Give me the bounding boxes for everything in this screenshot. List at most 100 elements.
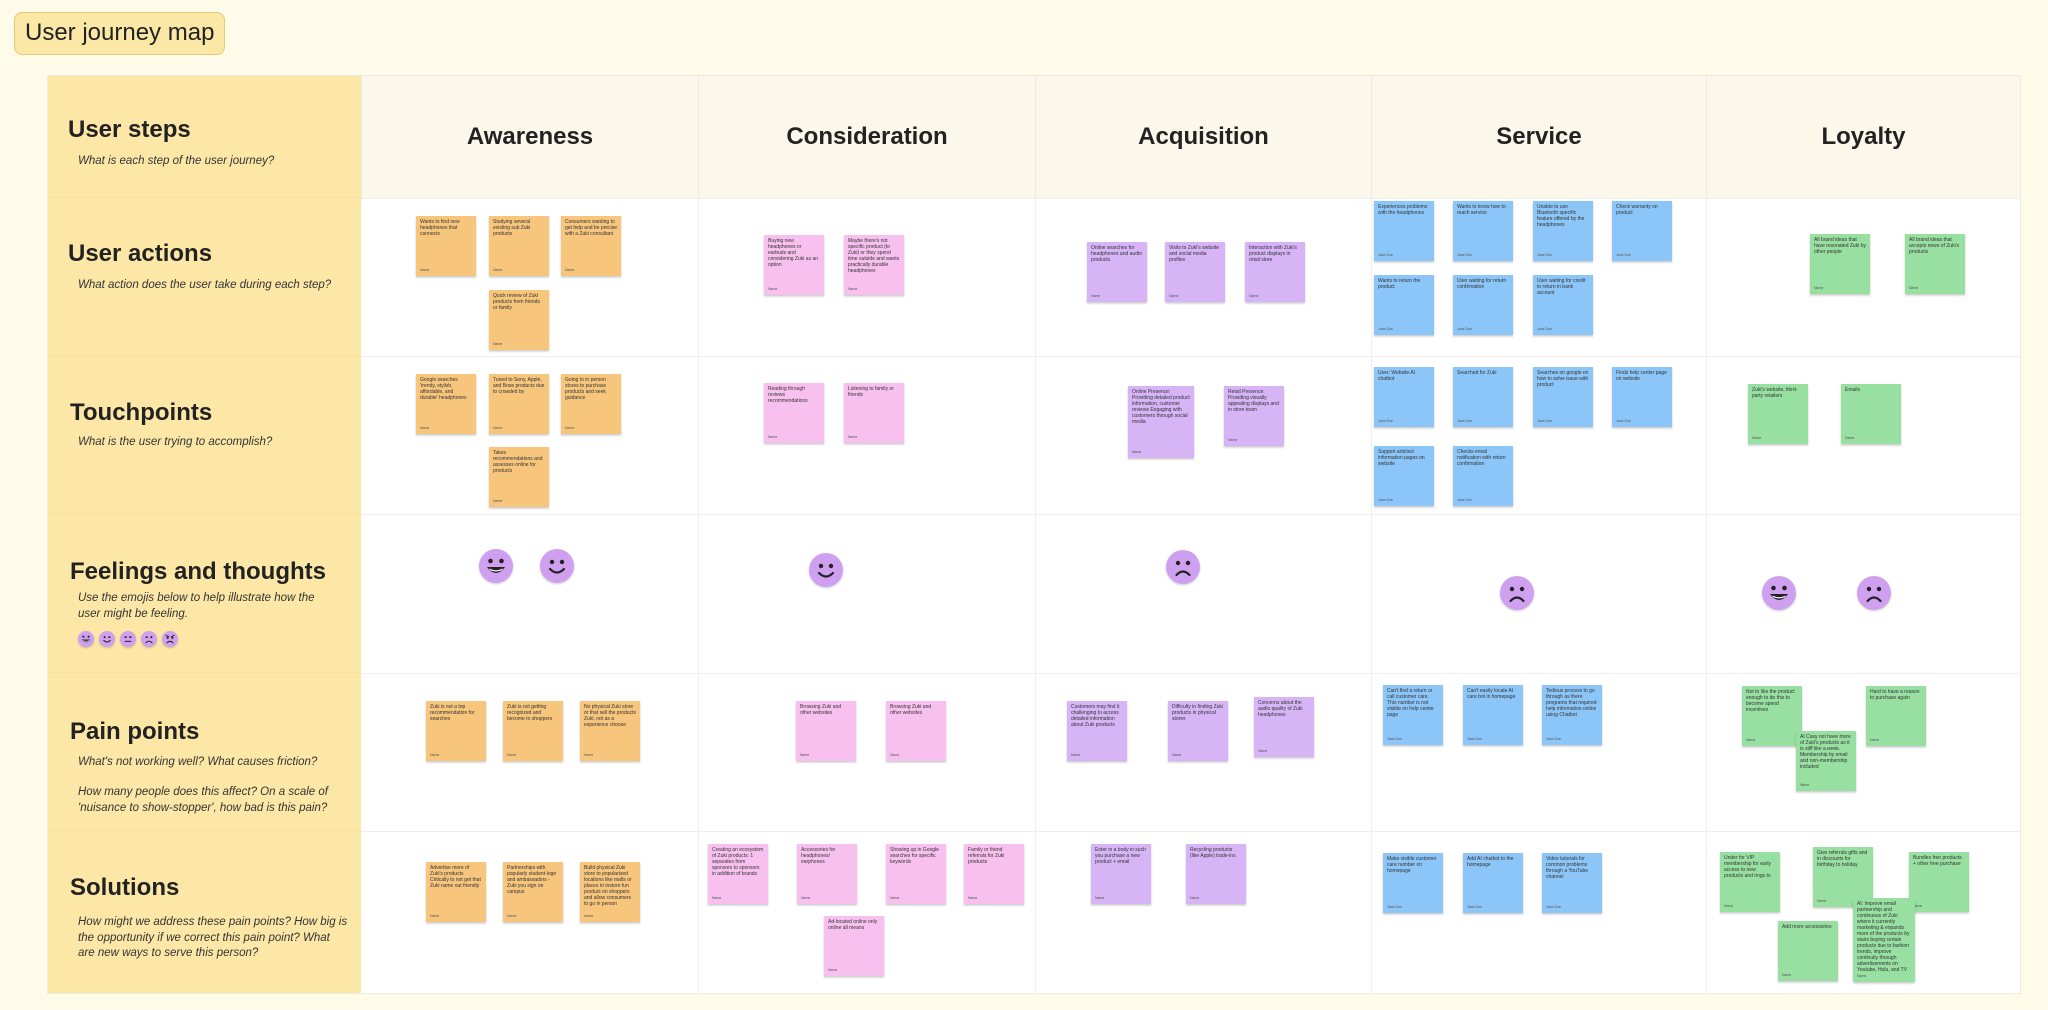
sticky-note[interactable]: Online Presence: Providing detailed prod… <box>1128 386 1194 458</box>
sticky-note[interactable]: Enter in a body in such you purchase a n… <box>1091 844 1151 904</box>
sticky-note[interactable]: Tedious process to go through as there p… <box>1542 685 1602 745</box>
sticky-note[interactable]: Tuned to Sony, Apple, and Bose products … <box>489 374 549 434</box>
sticky-note[interactable]: Support articles/ information pages on w… <box>1374 446 1434 506</box>
note-author: Name <box>584 753 594 757</box>
sticky-note[interactable]: Wants to find new headphones that connec… <box>416 216 476 276</box>
column-header-service[interactable]: Service <box>1371 76 1706 198</box>
sticky-note[interactable]: Studying several existing sub Zuki produ… <box>489 216 549 276</box>
column-header-acquisition[interactable]: Acquisition <box>1035 76 1371 198</box>
sticky-note[interactable]: Advertise more of Zuki's products Critic… <box>426 862 486 922</box>
sticky-note[interactable]: Under for VIP membership for early acces… <box>1720 852 1780 912</box>
sticky-note[interactable]: Can't easily locate AI care bot in homep… <box>1463 685 1523 745</box>
sticky-note[interactable]: Emails Name <box>1841 384 1901 444</box>
note-text: Experiences problems with the headphones <box>1378 204 1428 216</box>
sticky-note[interactable]: AI: Improve email partnership and contin… <box>1853 898 1915 982</box>
sticky-note[interactable]: All brand ideas that have resonated Zuki… <box>1810 234 1870 294</box>
sticky-note[interactable]: Give referrals gifts and in discounts fo… <box>1813 847 1873 907</box>
sticky-note[interactable]: Google searches 'trendy, stylish, afford… <box>416 374 476 434</box>
sticky-note[interactable]: Buying new headphones or earbuds and con… <box>764 235 824 295</box>
very-happy-icon <box>78 631 94 647</box>
sticky-note[interactable]: Retail Presence: Providing visually appe… <box>1224 386 1284 446</box>
note-author: Name <box>1249 294 1259 298</box>
sticky-note[interactable]: Zuki is not a top recommendation for sea… <box>426 701 486 761</box>
sticky-note[interactable]: Video tutorials for common problems thro… <box>1542 853 1602 913</box>
sticky-note[interactable]: User waiting for credit to return in ban… <box>1533 275 1593 335</box>
sticky-note[interactable]: Listening to family or friends Name <box>844 383 904 443</box>
sticky-note[interactable]: Browsing Zuki and other websites Name <box>886 701 946 761</box>
note-author: Name <box>1814 286 1824 290</box>
sticky-note[interactable]: Ad-located online only online all means N… <box>824 916 884 976</box>
sticky-note[interactable]: Build physical Zuki store to popularized… <box>580 862 640 922</box>
note-text: Concerns about the audio quality of Zuki… <box>1258 700 1303 718</box>
sticky-note[interactable]: Finds help center page on website Jane Do… <box>1612 367 1672 427</box>
note-author: Name <box>420 268 430 272</box>
sticky-note[interactable]: User: Website Al chatbot Jane Doe <box>1374 367 1434 427</box>
sticky-note[interactable]: Visits to Zuki's website and social medi… <box>1165 242 1225 302</box>
note-text: Reading through reviews recommendations <box>768 386 808 404</box>
sticky-note[interactable]: Searches on google on how to solve issue… <box>1533 367 1593 427</box>
sticky-note[interactable]: Can't find a return or call customer car… <box>1383 685 1443 745</box>
note-author: Jane Doe <box>1378 327 1393 331</box>
note-text: Google searches 'trendy, stylish, afford… <box>420 377 467 401</box>
sticky-note[interactable]: AI Casy not have more of Zuki's products… <box>1796 731 1856 791</box>
neutral-icon <box>120 631 136 647</box>
note-text: Visits to Zuki's website and social medi… <box>1169 245 1220 263</box>
sticky-note[interactable]: Add AI chatbot to the homepage Jane Doe <box>1463 853 1523 913</box>
grid-divider <box>1706 198 1707 993</box>
sticky-note[interactable]: Accessories for headphones/ earphones Nam… <box>797 844 857 904</box>
sticky-note[interactable]: Creating an ecosystem of Zuki products: … <box>708 844 768 904</box>
sticky-note[interactable]: Checks email notification with return co… <box>1453 446 1513 506</box>
sticky-note[interactable]: User waiting for return confirmation Jane… <box>1453 275 1513 335</box>
note-text: Checks email notification with return co… <box>1457 449 1506 467</box>
note-author: Name <box>1800 783 1810 787</box>
column-header-loyalty[interactable]: Loyalty <box>1706 76 2020 198</box>
sticky-note[interactable]: Interaction with Zuki's product displays… <box>1245 242 1305 302</box>
column-header-awareness[interactable]: Awareness <box>361 76 698 198</box>
sticky-note[interactable]: Customers may find it challenging to acc… <box>1067 701 1127 761</box>
sticky-note[interactable]: Hard to have a reason to purchase again N… <box>1866 686 1926 746</box>
sticky-note[interactable]: All brand ideas that accepts news of Zuk… <box>1905 234 1965 294</box>
sticky-note[interactable]: Reading through reviews recommendations N… <box>764 383 824 443</box>
sticky-note[interactable]: Bundles free products + other free purch… <box>1909 852 1969 912</box>
sticky-note[interactable]: Partnerships with popularly student-loge… <box>503 862 563 922</box>
sticky-note[interactable]: Showing up in Google searches for specif… <box>886 844 946 904</box>
note-author: Name <box>768 435 778 439</box>
note-text: Check warranty on product <box>1616 204 1658 216</box>
note-author: Jane Doe <box>1467 905 1482 909</box>
sad-icon <box>1500 576 1534 610</box>
sticky-note[interactable]: Recycling products (like Apple) trade-in… <box>1186 844 1246 904</box>
note-text: Browsing Zuki and other websites <box>890 704 932 716</box>
board-title[interactable]: User journey map <box>14 12 226 55</box>
sticky-note[interactable]: Zuki's website, third-party retailers Nam… <box>1748 384 1808 444</box>
sticky-note[interactable]: Wants to return the product Jane Doe <box>1374 275 1434 335</box>
sticky-note[interactable]: Searched for Zuki Jane Doe <box>1453 367 1513 427</box>
note-author: Name <box>890 753 900 757</box>
note-author: Jane Doe <box>1457 419 1472 423</box>
sticky-note[interactable]: Not to like the product enough to do thi… <box>1742 686 1802 746</box>
sticky-note[interactable]: Unable to use Bluetooth specific feature… <box>1533 201 1593 261</box>
sticky-note[interactable]: No physical Zuki store or that sell the … <box>580 701 640 761</box>
sticky-note[interactable]: Family or friend referrals for Zuki prod… <box>964 844 1024 904</box>
sticky-note[interactable]: Experiences problems with the headphones… <box>1374 201 1434 261</box>
sticky-note[interactable]: Make visible customer care number on hom… <box>1383 853 1443 913</box>
sticky-note[interactable]: Maybe there's not specific product (to Z… <box>844 235 904 295</box>
note-author: Name <box>801 896 811 900</box>
sticky-note[interactable]: Quick review of Zuki products from frien… <box>489 290 549 350</box>
sticky-note[interactable]: Consumers wanting to get help and be pre… <box>561 216 621 276</box>
sticky-note[interactable]: Wants to know how to reach service Jane D… <box>1453 201 1513 261</box>
sticky-note[interactable]: Concerns about the audio quality of Zuki… <box>1254 697 1314 757</box>
sticky-note[interactable]: Add more accessories Name <box>1778 921 1838 981</box>
sticky-note[interactable]: Takes recommendations and assesses onlin… <box>489 447 549 507</box>
note-author: Name <box>1132 450 1142 454</box>
note-text: Wants to know how to reach service <box>1457 204 1506 216</box>
sticky-note[interactable]: Online searches for headphones and audio… <box>1087 242 1147 302</box>
column-header-consideration[interactable]: Consideration <box>698 76 1035 198</box>
sticky-note[interactable]: Browsing Zuki and other websites Name <box>796 701 856 761</box>
sticky-note[interactable]: Check warranty on product Jane Doe <box>1612 201 1672 261</box>
note-author: Name <box>1752 436 1762 440</box>
sticky-note[interactable]: Going to in person stores to purchase pr… <box>561 374 621 434</box>
note-text: Studying several existing sub Zuki produ… <box>493 219 531 237</box>
sticky-note[interactable]: Difficulty in finding Zuki products in p… <box>1168 701 1228 761</box>
note-text: Online Presence: Providing detailed prod… <box>1132 389 1190 425</box>
sticky-note[interactable]: Zuki is not getting recognized and becom… <box>503 701 563 761</box>
